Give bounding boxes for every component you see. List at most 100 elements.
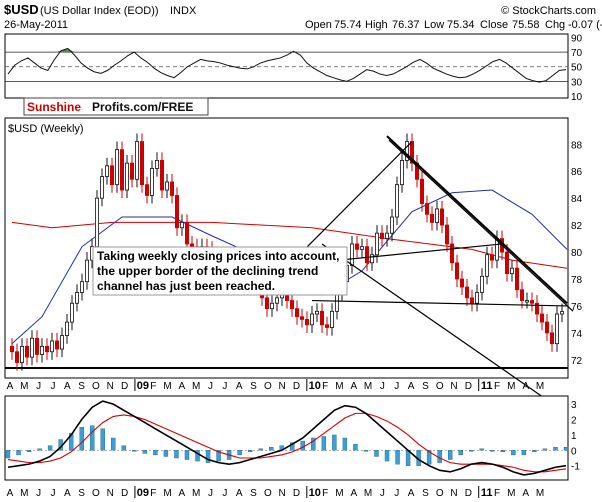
macd-histogram-bar xyxy=(480,449,484,451)
open-value: 75.74 xyxy=(334,19,362,31)
x-label-price: O xyxy=(436,381,444,392)
macd-histogram-bar xyxy=(564,447,568,450)
candle-up xyxy=(395,185,398,217)
price-tick-label: 88 xyxy=(571,140,583,151)
macd-histogram-bar xyxy=(343,438,347,450)
candle-down xyxy=(470,298,473,303)
x-label-price: M xyxy=(335,381,343,392)
open-label: Open xyxy=(305,19,332,31)
macd-histogram-bar xyxy=(122,446,126,451)
macd-histogram-bar xyxy=(301,441,305,450)
macd-histogram-bar xyxy=(27,450,31,452)
macd-histogram-bar xyxy=(38,449,42,451)
rsi-tick-label: 70 xyxy=(571,48,583,59)
macd-histogram-bar xyxy=(353,444,357,450)
macd-histogram-bar xyxy=(90,426,94,451)
annotation-line-2: the upper border of the declining trend xyxy=(97,264,318,278)
x-label-macd: F xyxy=(494,488,500,499)
candle-down xyxy=(550,333,553,344)
x-label-price: 09 xyxy=(137,380,149,392)
candle-down xyxy=(185,222,188,244)
x-label-macd: O xyxy=(436,488,444,499)
x-label-price: N xyxy=(279,381,286,392)
candle-up xyxy=(370,255,373,263)
x-label-macd: A xyxy=(179,488,186,499)
price-tick-label: 78 xyxy=(571,275,583,286)
macd-histogram-bar xyxy=(6,450,10,458)
price-panel: $USD (Weekly) 727476788082848688 Taking … xyxy=(5,118,583,414)
candle-down xyxy=(365,247,368,263)
date-label: 26-May-2011 xyxy=(4,19,68,31)
close-value: 75.58 xyxy=(512,19,540,31)
x-label-price: M xyxy=(163,381,171,392)
macd-tick-label: -1 xyxy=(571,462,580,473)
high-label: High xyxy=(365,19,388,31)
annotation: Taking weekly closing prices into accoun… xyxy=(93,247,347,295)
candle-up xyxy=(485,255,488,277)
x-label-macd: O xyxy=(92,488,100,499)
x-label-price: J xyxy=(208,381,213,392)
candle-down xyxy=(455,263,458,279)
rsi-panel: 10 30 50 70 90 xyxy=(5,33,583,103)
macd-histogram-bar xyxy=(185,450,189,459)
candle-down xyxy=(445,225,448,244)
x-label-price: M xyxy=(20,381,28,392)
candle-down xyxy=(505,252,508,274)
x-label-price: J xyxy=(222,381,227,392)
candle-up xyxy=(510,268,513,273)
candle-down xyxy=(45,346,48,351)
macd-histogram-bar xyxy=(248,450,252,452)
x-label-price: J xyxy=(50,381,55,392)
candle-down xyxy=(170,182,173,195)
x-label-macd: F xyxy=(150,488,156,499)
macd-histogram-bar xyxy=(269,447,273,450)
candle-down xyxy=(295,309,298,317)
x-label-macd: M xyxy=(364,488,372,499)
macd-histogram-bar xyxy=(490,450,494,451)
x-label-macd: F xyxy=(322,488,328,499)
macd-histogram-bar xyxy=(364,450,368,451)
candle-up xyxy=(330,311,333,327)
x-label-macd: D xyxy=(293,488,300,499)
candle-down xyxy=(25,346,28,357)
candle-up xyxy=(65,322,68,335)
candle-up xyxy=(315,311,318,314)
brand-logo: Sunshine Profits.com/FREE xyxy=(24,98,208,115)
x-label-macd: M xyxy=(507,488,515,499)
x-label-macd: 09 xyxy=(137,487,149,499)
x-label-price: F xyxy=(322,381,328,392)
x-label-price: D xyxy=(465,381,472,392)
macd-panel: 3210-1 xyxy=(5,396,580,480)
candle-down xyxy=(145,185,148,196)
brand-sunshine: Sunshine xyxy=(27,100,81,114)
candle-up xyxy=(105,166,108,177)
x-label-price: S xyxy=(78,381,85,392)
macd-histogram-bar xyxy=(406,450,410,465)
macd-histogram-bar xyxy=(132,450,136,451)
x-label-macd: N xyxy=(279,488,286,499)
x-label-macd: S xyxy=(422,488,429,499)
x-label-price: S xyxy=(422,381,429,392)
macd-histogram-bar xyxy=(101,429,105,451)
candle-up xyxy=(270,303,273,308)
candle-down xyxy=(420,179,423,203)
macd-histogram-bar xyxy=(501,450,505,452)
x-label-price: M xyxy=(192,381,200,392)
x-label-price: F xyxy=(494,381,500,392)
macd-histogram-bar xyxy=(164,450,168,456)
candle-up xyxy=(560,312,563,314)
x-label-macd: M xyxy=(20,488,28,499)
macd-histogram-bar xyxy=(553,447,557,450)
chart-header: $USD (US Dollar Index (EOD)) INDX © Stoc… xyxy=(4,2,602,31)
candle-down xyxy=(120,150,123,190)
x-label-macd: A xyxy=(236,488,243,499)
rsi-tick-label: 90 xyxy=(571,33,583,44)
low-label: Low xyxy=(424,19,444,31)
x-label-macd: D xyxy=(465,488,472,499)
x-label-macd: J xyxy=(394,488,399,499)
candle-up xyxy=(50,341,53,352)
candle-up xyxy=(150,169,153,196)
macd-histogram-bar xyxy=(174,450,178,458)
candle-down xyxy=(35,338,38,354)
